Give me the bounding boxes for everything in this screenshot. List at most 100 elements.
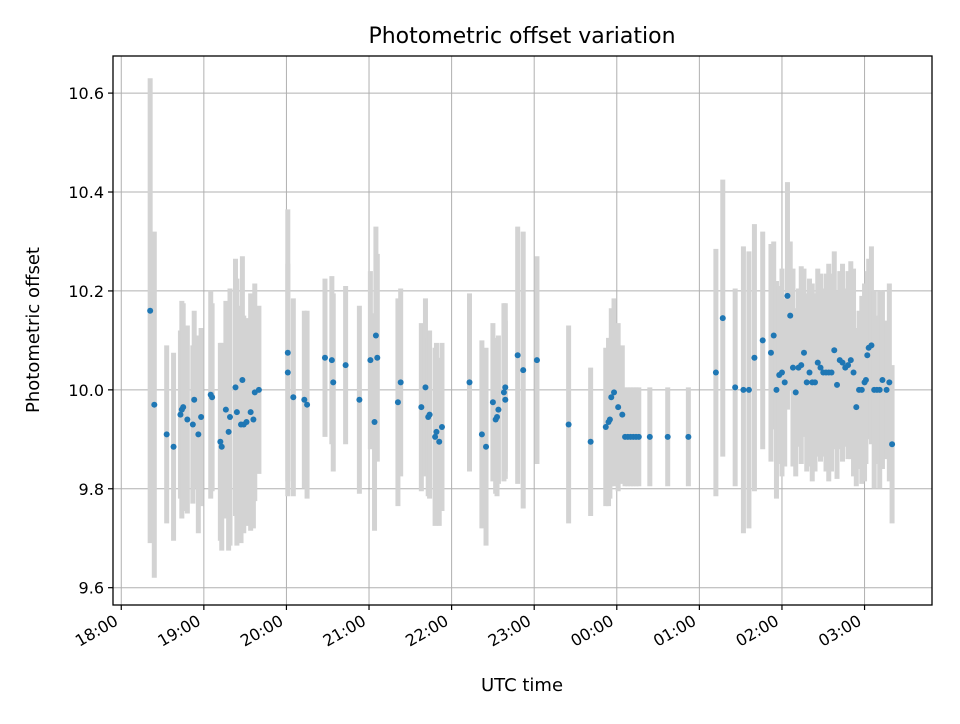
data-point (520, 367, 527, 374)
data-point (304, 401, 311, 408)
data-point (436, 438, 443, 445)
data-point (367, 357, 374, 364)
data-point (284, 369, 291, 376)
data-point (321, 354, 328, 361)
data-point (615, 404, 622, 411)
data-point (886, 379, 893, 386)
data-point (834, 381, 841, 388)
data-point (514, 352, 521, 359)
data-point (773, 386, 780, 393)
data-point (814, 359, 821, 366)
data-point (685, 433, 692, 440)
data-point (328, 357, 335, 364)
data-point (151, 401, 158, 408)
data-point (778, 369, 785, 376)
data-point (170, 443, 177, 450)
data-point (751, 354, 758, 361)
y-axis-label: Photometric offset (23, 247, 44, 413)
data-point (222, 406, 229, 413)
data-point (418, 404, 425, 411)
data-point (184, 416, 191, 423)
error-bars (147, 78, 895, 578)
data-point (356, 396, 363, 403)
x-axis-ticks: 18:00 19:00 20:00 21:00 22:00 23:00 00:00 01:00… (72, 605, 866, 651)
data-point (180, 404, 187, 411)
data-point (792, 389, 799, 396)
data-point (745, 386, 752, 393)
data-point (301, 396, 308, 403)
data-point (198, 414, 205, 421)
data-point (868, 342, 875, 349)
data-point (255, 386, 262, 393)
data-point (284, 349, 291, 356)
data-point (438, 423, 445, 430)
x-tick-label: 23:00 (485, 611, 534, 651)
data-point (433, 428, 440, 435)
y-tick-label: 9.6 (79, 579, 104, 598)
data-point (732, 384, 739, 391)
data-point (787, 312, 794, 319)
data-point (374, 354, 381, 361)
data-point (646, 433, 653, 440)
data-point (864, 352, 871, 359)
data-point (876, 386, 883, 393)
data-point (489, 399, 496, 406)
data-point (847, 357, 854, 364)
data-point (889, 441, 896, 448)
data-point (828, 369, 835, 376)
data-point (372, 332, 379, 339)
data-point (831, 347, 838, 354)
y-tick-label: 9.8 (79, 480, 104, 499)
data-point (759, 337, 766, 344)
data-points (147, 292, 896, 450)
data-point (247, 409, 254, 416)
data-point (812, 379, 818, 386)
data-point (218, 443, 225, 450)
y-axis-ticks: 9.6 9.8 10.0 10.2 10.4 10.6 (68, 84, 113, 598)
data-point (502, 384, 509, 391)
x-tick-label: 18:00 (72, 611, 121, 651)
y-tick-label: 10.4 (68, 183, 104, 202)
data-point (767, 349, 774, 356)
data-point (232, 384, 239, 391)
data-point (565, 421, 572, 428)
x-tick-label: 20:00 (237, 611, 286, 651)
data-point (853, 404, 860, 411)
data-point (195, 431, 202, 438)
data-point (800, 349, 807, 356)
x-tick-label: 19:00 (154, 611, 203, 651)
data-point (850, 369, 857, 376)
plot-frame (112, 55, 933, 606)
x-tick-label: 21:00 (320, 611, 369, 651)
y-tick-label: 10.2 (68, 282, 104, 301)
x-tick-label: 22:00 (402, 611, 451, 651)
data-point (342, 362, 349, 369)
x-tick-label: 01:00 (650, 611, 699, 651)
data-point (250, 416, 257, 423)
data-point (602, 423, 609, 430)
data-point (533, 357, 540, 364)
data-point (606, 416, 613, 423)
data-point (432, 433, 439, 440)
data-point (806, 369, 813, 376)
data-point (494, 414, 501, 421)
x-tick-label: 02:00 (733, 611, 782, 651)
chart-title: Photometric offset variation (368, 24, 675, 49)
data-point (225, 428, 232, 435)
data-point (803, 379, 810, 386)
data-point (817, 364, 824, 371)
data-point (798, 362, 805, 369)
data-point (371, 419, 378, 425)
y-tick-label: 10.6 (68, 84, 104, 103)
data-point (611, 389, 618, 396)
data-point (608, 394, 615, 401)
data-point (784, 292, 791, 299)
x-tick-label: 00:00 (567, 611, 616, 651)
data-point (883, 386, 890, 393)
data-point (243, 419, 250, 425)
data-point (500, 389, 507, 396)
data-point (789, 364, 796, 371)
data-point (635, 433, 642, 440)
data-point (233, 409, 240, 416)
